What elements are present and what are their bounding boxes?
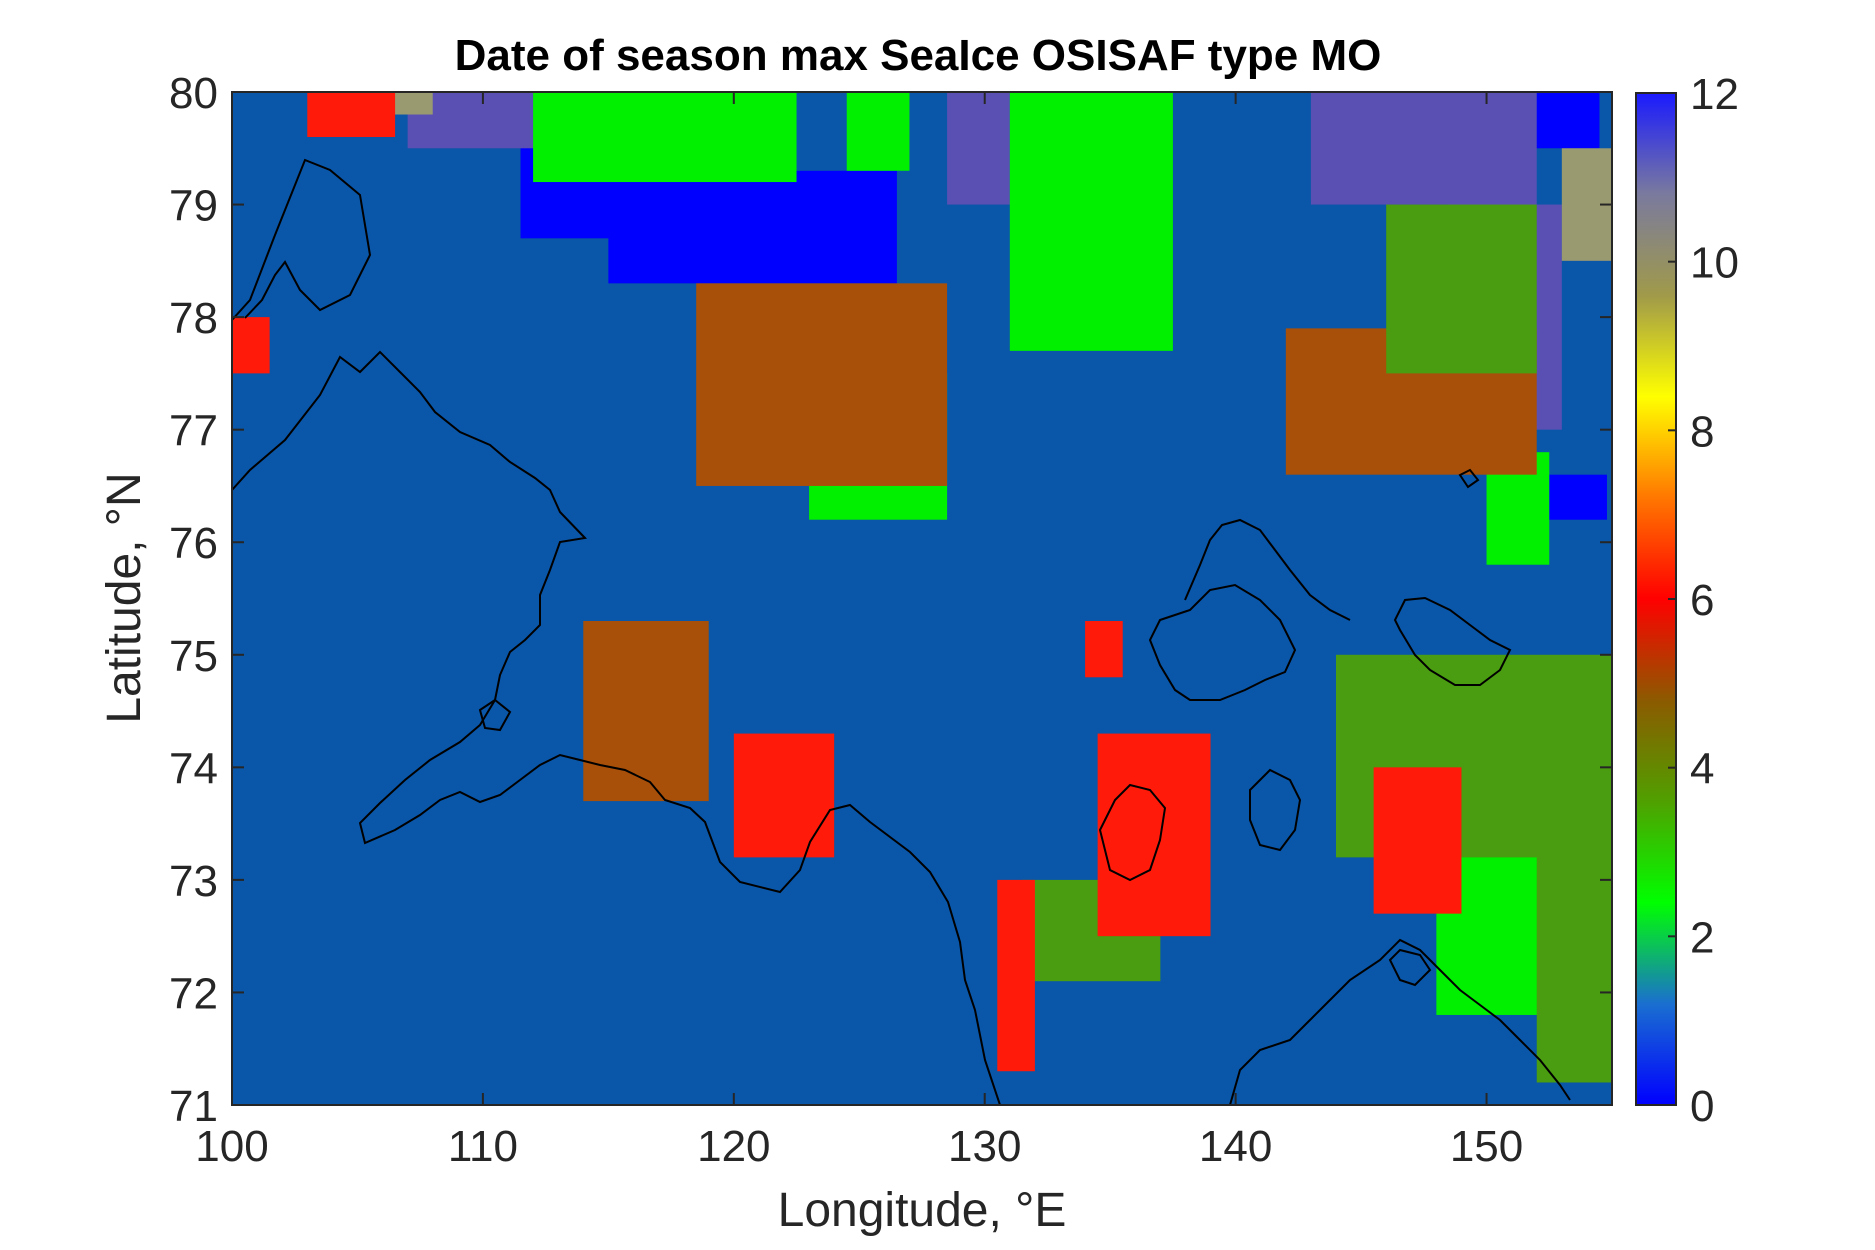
plot-frame [231, 91, 1613, 1106]
y-tick-label: 78 [169, 294, 218, 343]
heatmap-background [232, 92, 1612, 1105]
y-tick-label: 74 [169, 744, 218, 793]
y-tick-label: 72 [169, 969, 218, 1018]
chart-title: Date of season max SeaIce OSISAF type MO [455, 31, 1382, 80]
heatmap-region [1009, 92, 1173, 351]
heatmap-region [1386, 204, 1537, 374]
y-tick-label: 80 [169, 69, 218, 118]
heatmap-region [1097, 733, 1211, 937]
x-tick-label: 130 [948, 1122, 1021, 1171]
y-tick-label: 76 [169, 519, 218, 568]
y-tick-label: 77 [169, 407, 218, 456]
x-tick-label: 120 [697, 1122, 770, 1171]
heatmap-region [696, 283, 948, 486]
heatmap-region [947, 92, 1010, 205]
colorbar-tick-label: 12 [1690, 70, 1739, 119]
x-tick-label: 140 [1199, 1122, 1272, 1171]
heatmap-region [997, 879, 1035, 1072]
colorbar-tick-label: 4 [1690, 745, 1714, 794]
colorbar-tick-label: 10 [1690, 239, 1739, 288]
coastline [232, 158, 1571, 1105]
colorbar-tick-label: 6 [1690, 576, 1714, 625]
heatmap-region [608, 170, 897, 284]
y-tick-label: 71 [169, 1082, 218, 1131]
heatmap-region [846, 92, 910, 171]
heatmap-region [307, 92, 396, 138]
heatmap-region [533, 92, 797, 183]
colorbar-tick-label: 0 [1690, 1082, 1714, 1131]
x-tick-label: 100 [195, 1122, 268, 1171]
y-tick-label: 73 [169, 857, 218, 906]
heatmap-region [1085, 621, 1123, 678]
y-tick-label: 75 [169, 632, 218, 681]
y-axis-label: Latitude, °N [98, 472, 151, 723]
y-axis: 71 72 73 74 75 76 77 78 79 80 [169, 69, 1612, 1131]
heatmap-region [1373, 767, 1462, 914]
colorbar-tick-label: 2 [1690, 913, 1714, 962]
y-tick-label: 79 [169, 182, 218, 231]
x-axis-label: Longitude, °E [778, 1184, 1067, 1237]
heatmap-region [1536, 767, 1612, 1083]
x-tick-label: 110 [448, 1122, 518, 1171]
heatmap-region [1310, 92, 1537, 205]
colorbar: 0 2 4 6 8 10 12 [1635, 70, 1739, 1131]
heatmap-region [733, 733, 835, 858]
colorbar-tick-label: 8 [1690, 407, 1714, 456]
x-tick-label: 150 [1450, 1122, 1523, 1171]
heatmap-area [231, 91, 1613, 1106]
heatmap-region [583, 621, 709, 802]
heatmap-region [232, 317, 270, 374]
x-axis: 100 110 120 130 140 150 [195, 92, 1523, 1171]
